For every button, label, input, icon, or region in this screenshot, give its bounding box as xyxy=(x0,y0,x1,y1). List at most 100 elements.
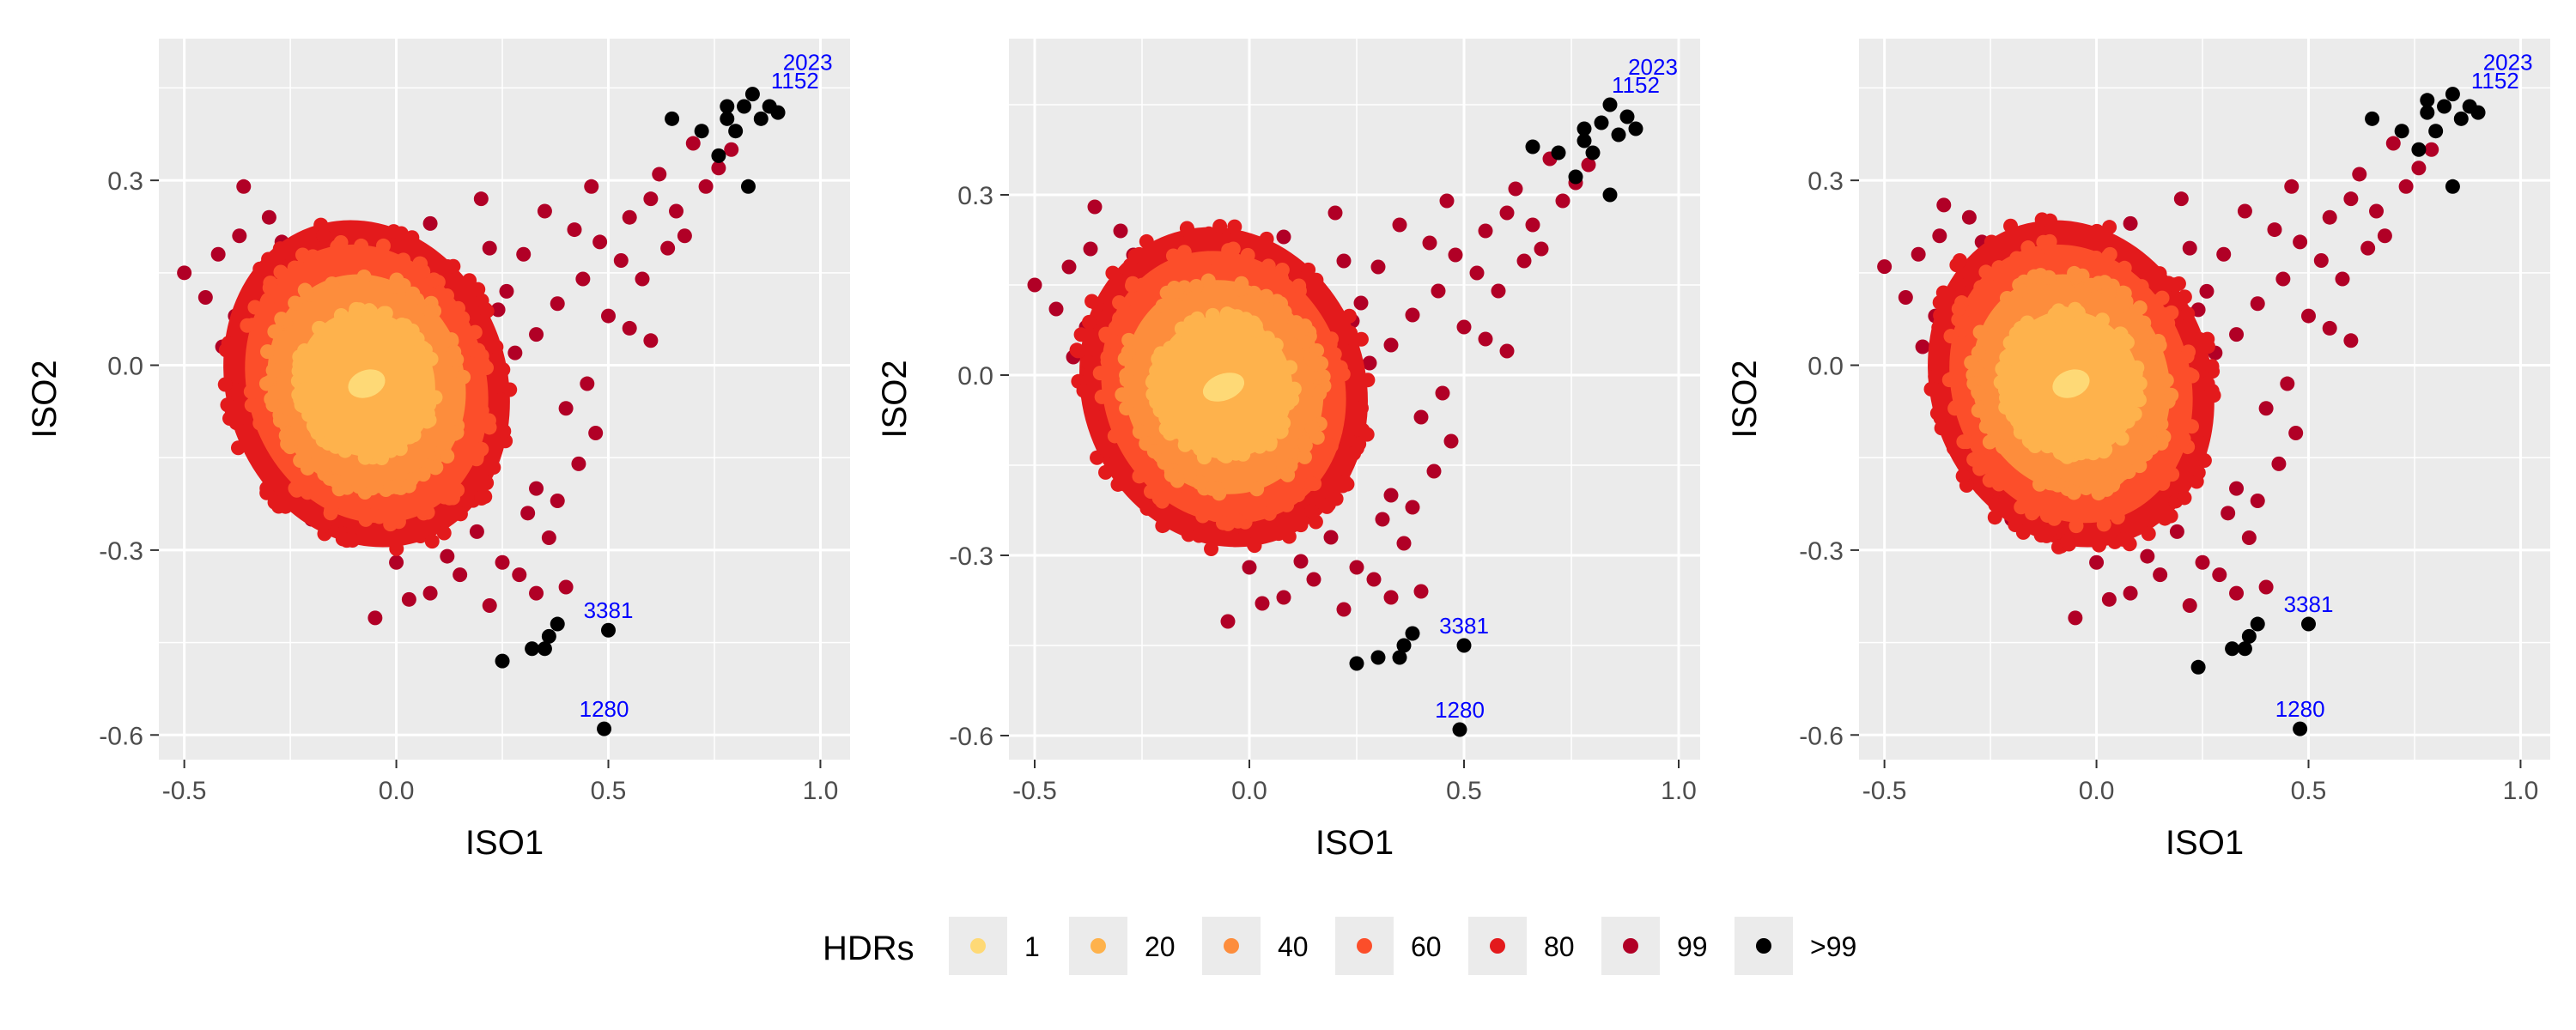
data-point-40 xyxy=(1280,467,1296,482)
outlier-point xyxy=(2394,124,2409,139)
data-point-99 xyxy=(1431,283,1446,299)
data-point-40 xyxy=(1146,444,1162,459)
outlier-label: 1280 xyxy=(1435,697,1485,723)
outlier-point xyxy=(2437,99,2452,114)
data-point-40 xyxy=(2154,416,2169,432)
y-tick-label: 0.0 xyxy=(957,362,993,391)
data-point-99 xyxy=(1083,241,1098,257)
data-point-20 xyxy=(410,331,425,347)
outlier-point xyxy=(1405,626,1420,641)
data-point-80 xyxy=(2180,306,2196,322)
data-point-20 xyxy=(297,343,313,359)
data-point-80 xyxy=(276,486,292,501)
data-point-40 xyxy=(440,449,455,464)
data-point-80 xyxy=(1341,308,1357,324)
y-tick-label: 0.0 xyxy=(1807,353,1844,381)
data-point-40 xyxy=(2159,373,2174,388)
data-point-99 xyxy=(2123,215,2138,231)
x-tick-label: 0.5 xyxy=(591,777,627,805)
data-point-20 xyxy=(1996,364,2012,379)
data-point-99 xyxy=(2293,234,2308,250)
data-point-99 xyxy=(177,265,192,281)
data-point-99 xyxy=(1426,464,1442,479)
data-point-80 xyxy=(1139,500,1155,516)
legend-label: 99 xyxy=(1677,931,1708,962)
data-point-60 xyxy=(1242,506,1257,521)
data-point-40 xyxy=(1200,273,1216,288)
data-point-60 xyxy=(1323,438,1339,453)
data-point-60 xyxy=(1327,347,1342,362)
outlier-point xyxy=(728,124,744,139)
data-point-40 xyxy=(1234,276,1249,291)
data-point-60 xyxy=(471,342,486,358)
data-point-99 xyxy=(197,290,213,306)
data-point-40 xyxy=(2069,270,2084,285)
data-point-80 xyxy=(2189,474,2204,489)
data-point-99 xyxy=(2195,554,2210,570)
data-point-40 xyxy=(1996,439,2011,455)
data-point-99 xyxy=(550,493,565,508)
data-point-40 xyxy=(1971,385,1986,401)
outlier-point xyxy=(541,628,556,644)
outlier-label: 1152 xyxy=(1612,72,1660,98)
data-point-60 xyxy=(324,499,339,514)
data-point-60 xyxy=(1947,399,1963,415)
data-point-20 xyxy=(2127,406,2142,421)
data-point-99 xyxy=(2173,191,2189,207)
data-point-40 xyxy=(339,480,355,495)
data-point-60 xyxy=(1291,278,1307,294)
data-point-80 xyxy=(1139,233,1154,249)
data-point-99 xyxy=(1405,307,1420,323)
data-point-80 xyxy=(1928,369,1943,385)
data-point-80 xyxy=(2033,528,2049,543)
data-point-40 xyxy=(2066,485,2081,500)
data-point-99 xyxy=(232,228,247,244)
data-point-99 xyxy=(2369,203,2385,219)
data-point-20 xyxy=(310,425,325,440)
data-point-20 xyxy=(376,306,392,321)
data-point-99 xyxy=(588,425,604,440)
outlier-point xyxy=(2453,111,2469,126)
data-point-60 xyxy=(1333,360,1348,375)
data-point-80 xyxy=(343,221,359,237)
outlier-point xyxy=(753,111,769,126)
data-point-40 xyxy=(2078,481,2093,496)
data-point-20 xyxy=(422,397,437,412)
data-point-99 xyxy=(643,191,659,207)
data-point-99 xyxy=(1375,512,1390,527)
data-point-40 xyxy=(1188,278,1204,294)
data-point-20 xyxy=(312,320,327,336)
data-point-60 xyxy=(1225,241,1241,257)
data-point-60 xyxy=(300,485,315,500)
outlier-point xyxy=(1568,169,1583,185)
data-point-60 xyxy=(1125,278,1140,294)
data-point-40 xyxy=(1192,475,1207,490)
data-point-99 xyxy=(2424,142,2439,157)
hdr-region-1 xyxy=(348,369,386,398)
data-point-60 xyxy=(1267,498,1282,513)
data-point-99 xyxy=(453,567,468,583)
data-point-60 xyxy=(287,260,302,276)
data-point-60 xyxy=(273,264,289,280)
data-point-60 xyxy=(1112,295,1127,311)
data-point-40 xyxy=(296,451,312,466)
data-point-99 xyxy=(643,333,659,348)
data-point-40 xyxy=(1119,373,1134,388)
legend-label: 80 xyxy=(1544,931,1575,962)
data-point-80 xyxy=(471,282,486,297)
data-point-40 xyxy=(267,324,283,339)
data-point-99 xyxy=(2267,222,2282,238)
data-point-40 xyxy=(1249,482,1265,497)
data-point-40 xyxy=(351,479,367,494)
data-point-60 xyxy=(404,501,420,517)
data-point-99 xyxy=(580,376,595,391)
data-point-80 xyxy=(1929,340,1944,355)
data-point-80 xyxy=(1359,427,1375,442)
outlier-label: 1280 xyxy=(2275,696,2325,722)
outlier-point xyxy=(2225,641,2240,657)
data-point-20 xyxy=(418,409,434,424)
data-point-60 xyxy=(1207,507,1223,523)
data-point-99 xyxy=(1413,584,1429,599)
outlier-point xyxy=(1611,127,1626,142)
